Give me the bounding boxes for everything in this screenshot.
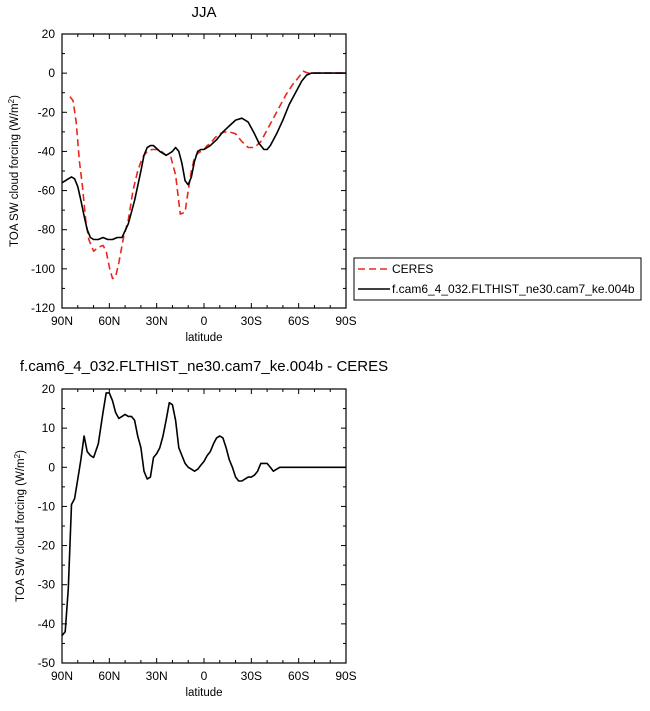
series-line-2: [61, 72, 346, 241]
y-tick-label: -40: [38, 144, 56, 158]
x-tick-label: 30S: [241, 669, 262, 683]
chart-panel-2: f.cam6_4_032.FLTHIST_ne30.cam7_ke.004b -…: [13, 358, 388, 699]
y-tick-label: -30: [38, 578, 56, 592]
y-tick-label: 0: [48, 460, 55, 474]
chart-title: JJA: [191, 4, 216, 21]
x-tick-label: 30N: [146, 669, 168, 683]
series-line-1: [69, 70, 346, 280]
x-axis-label: latitude: [185, 687, 222, 699]
y-axis-label: TOA SW cloud forcing (W/m2): [7, 95, 21, 247]
y-tick-label: -50: [38, 656, 56, 670]
x-tick-label: 60N: [98, 669, 120, 683]
y-tick-label: 20: [42, 382, 56, 396]
legend: CERES f.cam6_4_032.FLTHIST_ne30.cam7_ke.0…: [353, 257, 642, 301]
y-tick-label: -100: [31, 262, 55, 276]
y-tick-label: -10: [38, 499, 56, 513]
x-tick-label: 60S: [288, 314, 309, 328]
series-line-1: [61, 392, 346, 637]
y-tick-label: -80: [38, 223, 56, 237]
y-tick-label: -60: [38, 184, 56, 198]
y-tick-label: -20: [38, 105, 56, 119]
legend-label: CERES: [392, 262, 433, 276]
x-tick-label: 30N: [146, 314, 168, 328]
x-tick-label: 0: [201, 669, 208, 683]
x-tick-label: 90S: [335, 314, 356, 328]
y-tick-label: 0: [48, 66, 55, 80]
plot-frame: [61, 388, 347, 664]
x-tick-label: 90N: [51, 314, 73, 328]
legend-box: [353, 257, 642, 301]
y-tick-label: 20: [42, 27, 56, 41]
legend-label: f.cam6_4_032.FLTHIST_ne30.cam7_ke.004b: [392, 282, 635, 296]
x-tick-label: 0: [201, 314, 208, 328]
x-axis-label: latitude: [185, 332, 222, 344]
x-tick-label: 60N: [98, 314, 120, 328]
y-tick-label: 10: [42, 421, 56, 435]
chart-panel-1: JJA 90N 60N 30N 0 30S 60S 90S -120 -100 -80 -60 -40 -…: [7, 4, 642, 344]
y-tick-label: -40: [38, 617, 56, 631]
y-tick-label: -120: [31, 301, 55, 315]
y-tick-label: -20: [38, 539, 56, 553]
x-tick-label: 90N: [51, 669, 73, 683]
plot-frame: [61, 33, 347, 309]
chart-title: f.cam6_4_032.FLTHIST_ne30.cam7_ke.004b -…: [20, 358, 388, 375]
x-tick-label: 90S: [335, 669, 356, 683]
y-axis-label: TOA SW cloud forcing (W/m2): [13, 450, 27, 602]
x-tick-label: 60S: [288, 669, 309, 683]
x-tick-label: 30S: [241, 314, 262, 328]
